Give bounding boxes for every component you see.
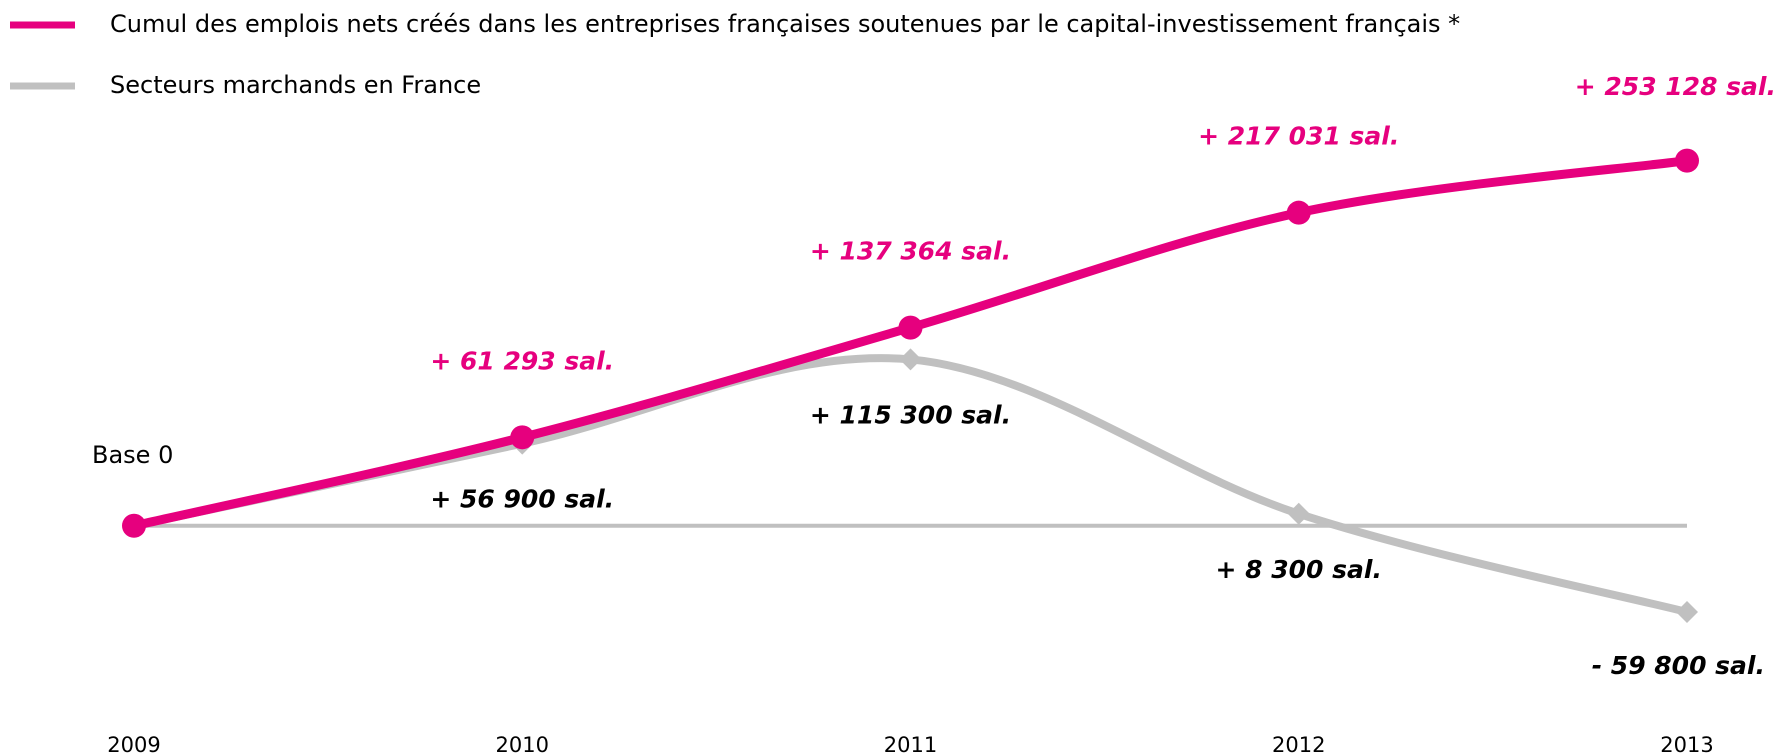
marker: [1286, 200, 1311, 225]
data-label: + 61 293 sal.: [430, 346, 614, 375]
data-label: Base 0: [92, 441, 173, 469]
legend-label: Secteurs marchands en France: [110, 71, 481, 99]
x-tick-label: 2009: [107, 733, 160, 756]
data-label: + 115 300 sal.: [810, 400, 1011, 429]
line: [129, 156, 1692, 531]
x-tick-label: 2010: [496, 733, 549, 756]
x-tick-label: 2013: [1660, 733, 1713, 756]
marker: [899, 348, 922, 371]
data-label: + 253 128 sal.: [1575, 72, 1776, 101]
marker: [1676, 601, 1698, 624]
line: [130, 354, 1691, 617]
data-label: + 8 300 sal.: [1216, 555, 1382, 584]
x-tick-label: 2012: [1272, 733, 1325, 756]
data-label: + 56 900 sal.: [430, 485, 614, 514]
marker: [1287, 502, 1310, 525]
marker: [510, 425, 535, 450]
x-tick-label: 2011: [884, 733, 937, 756]
data-label: + 217 031 sal.: [1198, 122, 1399, 151]
legend-label: Cumul des emplois nets créés dans les en…: [110, 10, 1460, 38]
marker: [122, 513, 146, 538]
data-label: - 59 800 sal.: [1592, 651, 1765, 680]
marker: [1675, 148, 1699, 173]
marker: [898, 315, 923, 340]
data-label: + 137 364 sal.: [810, 237, 1011, 266]
